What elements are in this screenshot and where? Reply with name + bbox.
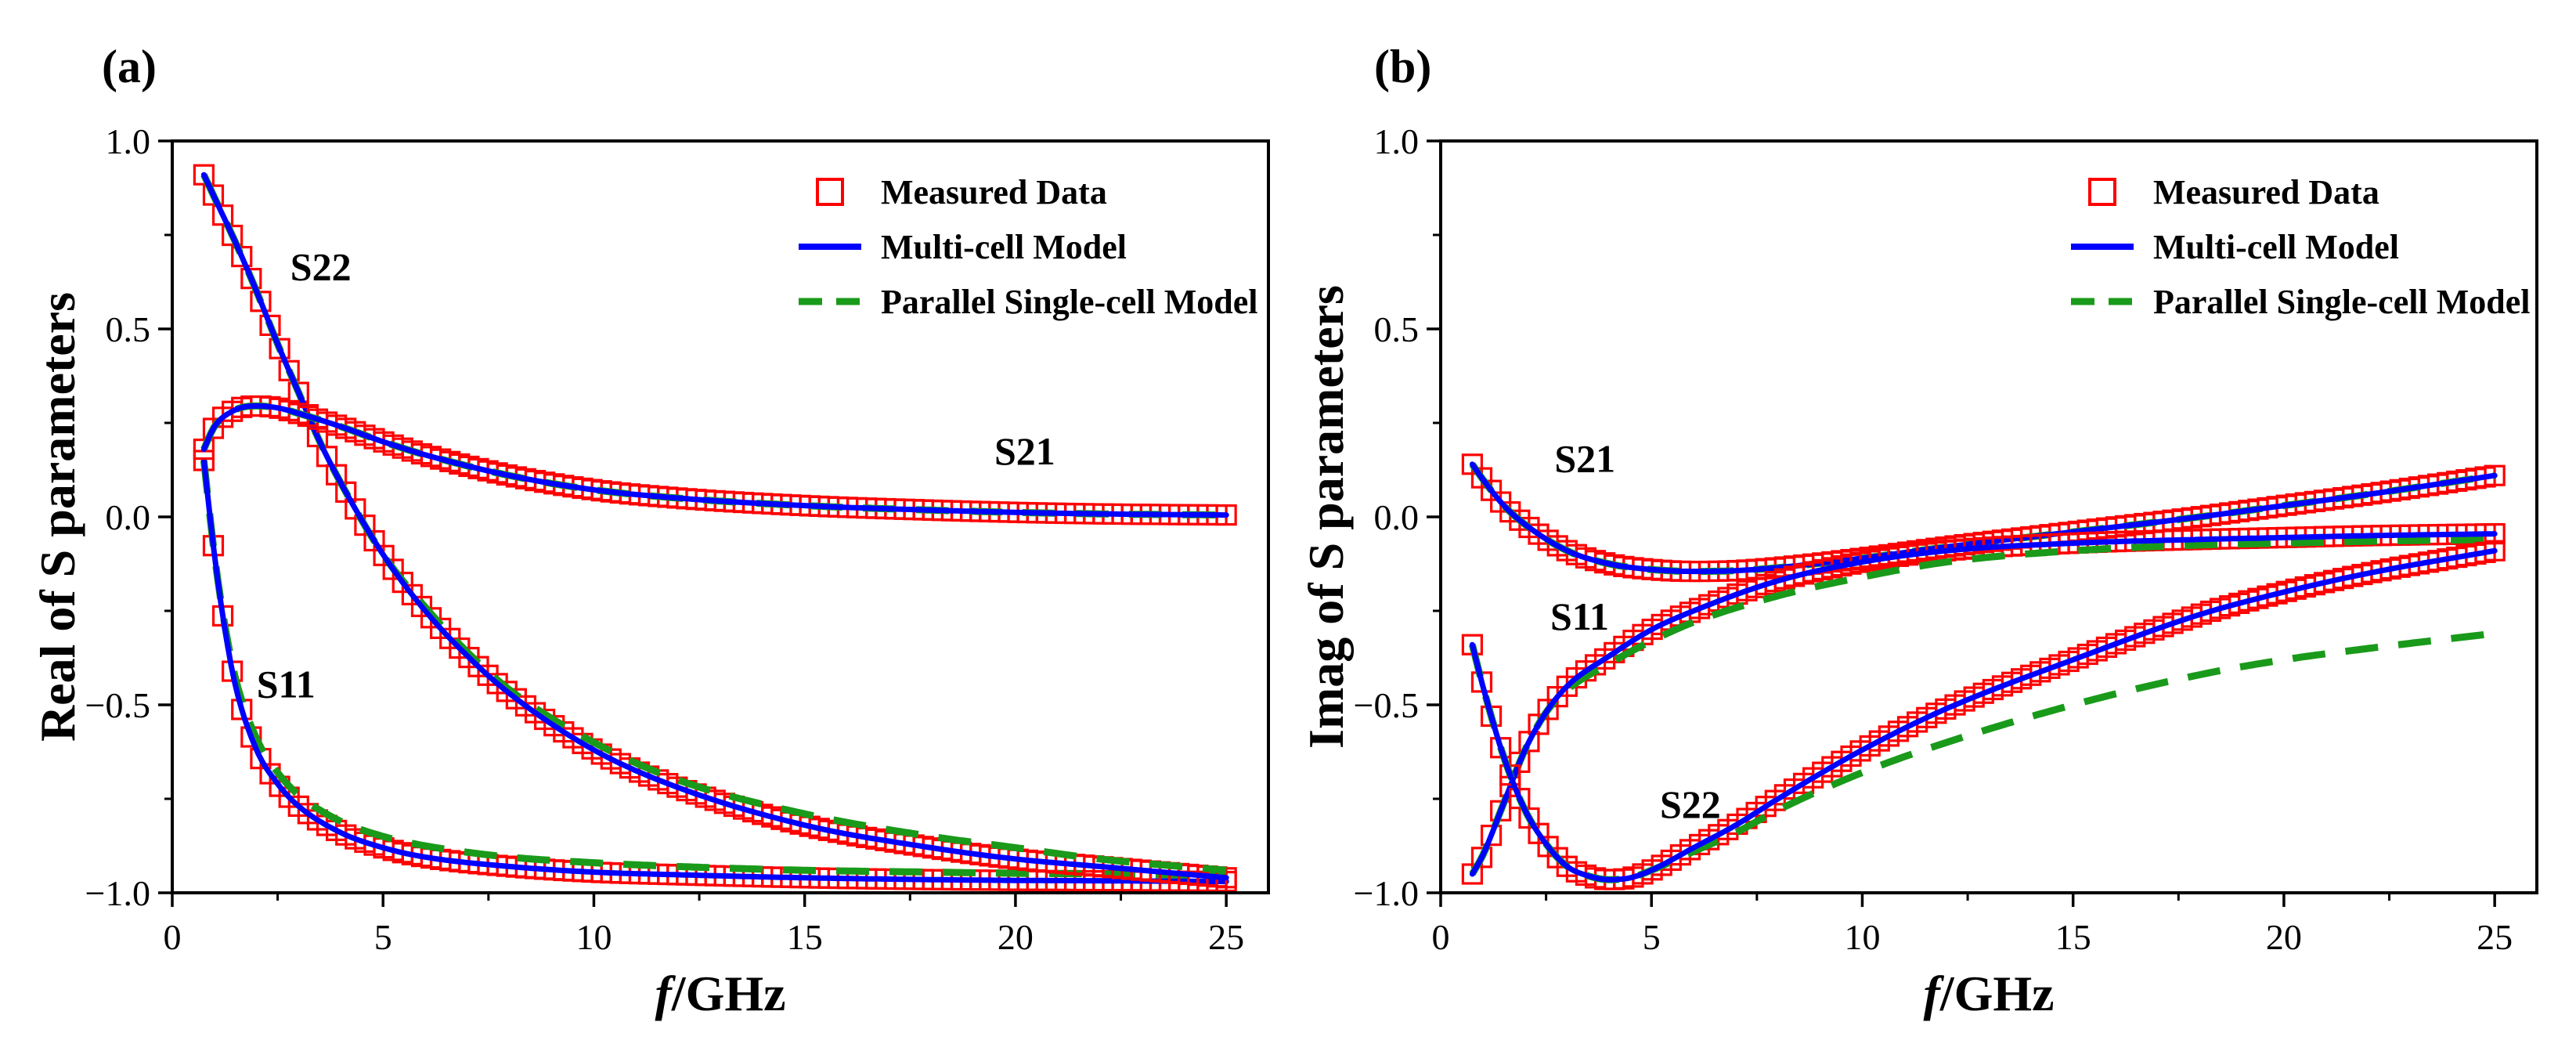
- panel-a-xtick-label: 25: [1208, 917, 1244, 957]
- panel-b-annotation-s22: S22: [1660, 782, 1721, 826]
- panel-b-label: (b): [1374, 41, 1431, 92]
- panel-b-xtick-label: 20: [2266, 917, 2302, 957]
- panel-a-legend: Measured Data Multi-cell Model Parallel Si…: [799, 173, 1257, 321]
- panel-a-s22-measured-point: [222, 224, 244, 247]
- panel-a-xtick-label: 0: [164, 917, 182, 957]
- panel-a-s22-measured-point: [193, 164, 215, 186]
- panel-b-s11-parallel-line: [1469, 536, 2495, 876]
- panel-a-xtick-label: 10: [575, 917, 612, 957]
- panel-a-xtick-label: 15: [787, 917, 823, 957]
- panel-a-s22-measured-point: [211, 204, 234, 226]
- panel-a-legend-measured-label: Measured Data: [881, 173, 1107, 211]
- panel-b-plot-area: [1461, 453, 2506, 890]
- panel-b-y-title: Imag of S parameters: [1298, 285, 1354, 749]
- panel-b-xtick-label: 15: [2055, 917, 2091, 957]
- panel-b-x-title: f/GHz: [1923, 966, 2054, 1021]
- panel-a-xtick-label: 20: [998, 917, 1034, 957]
- panel-a-s22-multi-line: [200, 172, 1229, 881]
- panel-b-legend-parallel-label: Parallel Single-cell Model: [2153, 283, 2530, 321]
- panel-b-xtick-label: 25: [2477, 917, 2513, 957]
- panel-a-s22-measured-point: [278, 359, 300, 381]
- panel-a-s22-measured-point: [250, 291, 272, 312]
- panel-a-annotation-s11: S11: [257, 662, 316, 706]
- panel-a-label: (a): [102, 41, 157, 92]
- panel-b-legend-measured-swatch: [2088, 178, 2116, 206]
- panel-b-legend-multi-label: Multi-cell Model: [2153, 228, 2399, 266]
- panel-a: (a) 0 5 10 15 20 25 −1.0 −0.5 0.0 0.5 1.0 f/GHz Real …: [30, 41, 1270, 1021]
- panel-a-s21-measured-point: [193, 438, 215, 460]
- panel-a-xtick-label: 5: [374, 917, 392, 957]
- panel-b-xtick-label: 5: [1643, 917, 1661, 957]
- panel-a-ytick-label: 0.0: [106, 497, 151, 537]
- panel-a-s21-multi-line: [200, 403, 1229, 518]
- panel-b-x-title-unit: /GHz: [1939, 966, 2055, 1021]
- panel-b-xtick-label: 0: [1432, 917, 1450, 957]
- panel-a-legend-parallel-label: Parallel Single-cell Model: [881, 283, 1257, 321]
- panel-b-annotation-s21: S21: [1554, 436, 1615, 480]
- panel-b-xtick-label: 10: [1844, 917, 1880, 957]
- panel-a-ytick-label: −1.0: [85, 873, 150, 913]
- panel-a-ytick-label: 0.5: [106, 309, 151, 349]
- panel-b-legend-measured-label: Measured Data: [2153, 173, 2379, 211]
- panel-b-s22-multi-line: [1469, 547, 2498, 883]
- panel-a-ytick-label: 1.0: [106, 121, 151, 161]
- panel-a-legend-measured-swatch: [816, 178, 844, 206]
- panel-b-ytick-label: 0.0: [1374, 497, 1420, 537]
- panel-a-s11-multi-line: [200, 457, 1229, 885]
- panel-b-annotation-s11: S11: [1550, 594, 1609, 638]
- panel-a-plot-area: [193, 164, 1237, 893]
- panel-b-ytick-label: −0.5: [1354, 685, 1419, 725]
- panel-a-x-title-unit: /GHz: [671, 966, 786, 1021]
- panel-b-ytick-label: 1.0: [1374, 121, 1420, 161]
- panel-a-s22-measured-point: [240, 268, 262, 290]
- panel-a-ytick-label: −0.5: [85, 685, 150, 725]
- panel-b-s11-measured-point: [1470, 847, 1493, 869]
- panel-b-ytick-label: −1.0: [1354, 873, 1419, 913]
- panel-a-x-title: f/GHz: [655, 966, 785, 1021]
- panel-a-s22-measured-point: [269, 338, 290, 359]
- panel-a-legend-multi-label: Multi-cell Model: [881, 228, 1127, 266]
- panel-b-s11-measured-point: [1480, 825, 1503, 847]
- panel-b-ytick-label: 0.5: [1374, 309, 1420, 349]
- panel-a-s22-measured-point: [231, 245, 253, 268]
- panel-a-annotation-s22: S22: [290, 245, 352, 289]
- panel-a-y-title: Real of S parameters: [30, 292, 85, 742]
- panel-b: (b) 0 5 10 15 20 25 −1.0 −0.5 0.0 0.5 1.0 f/GHz Imag …: [1298, 41, 2538, 1021]
- panel-b-legend: Measured Data Multi-cell Model Parallel Si…: [2071, 173, 2530, 321]
- panel-a-s22-measured-point: [202, 184, 225, 206]
- panel-b-s11-multi-line: [1469, 531, 2498, 877]
- panel-a-annotation-s21: S21: [994, 429, 1055, 473]
